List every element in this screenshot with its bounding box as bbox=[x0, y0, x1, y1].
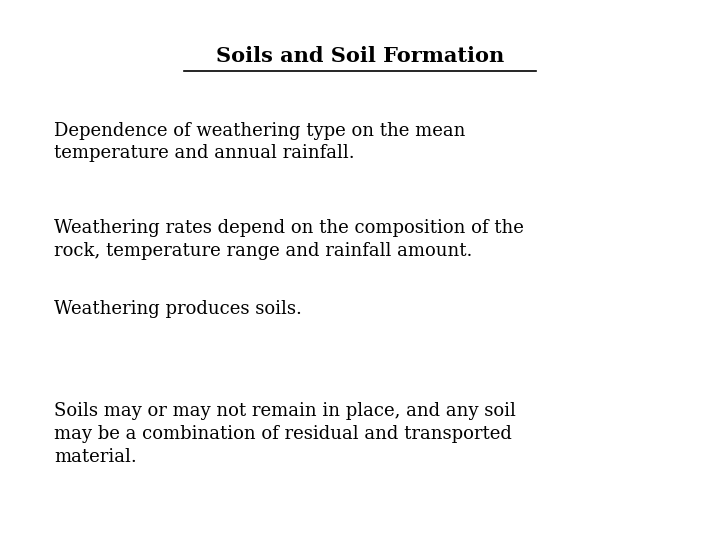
Text: Soils may or may not remain in place, and any soil
may be a combination of resid: Soils may or may not remain in place, an… bbox=[54, 402, 516, 466]
Text: Weathering rates depend on the composition of the
rock, temperature range and ra: Weathering rates depend on the compositi… bbox=[54, 219, 524, 260]
Text: Dependence of weathering type on the mean
temperature and annual rainfall.: Dependence of weathering type on the mea… bbox=[54, 122, 465, 163]
Text: Soils and Soil Formation: Soils and Soil Formation bbox=[216, 46, 504, 66]
Text: Weathering produces soils.: Weathering produces soils. bbox=[54, 300, 302, 318]
